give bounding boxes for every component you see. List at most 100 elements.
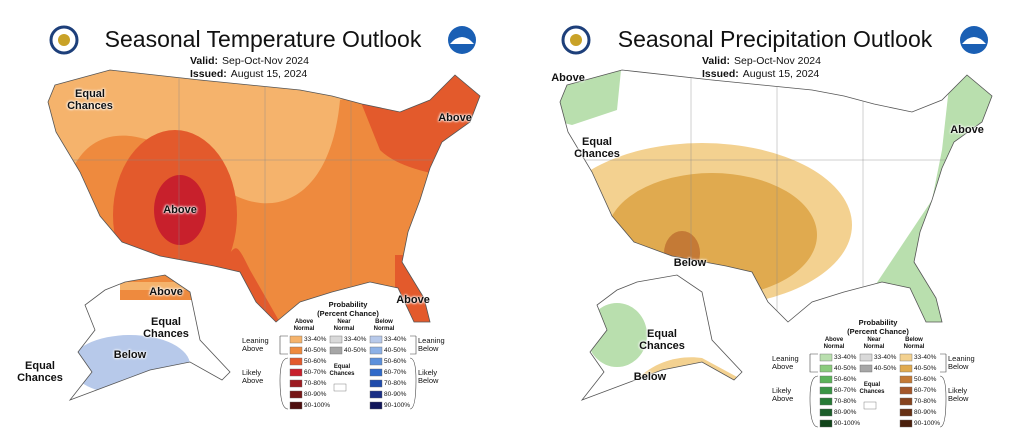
region-label: Equal Chances xyxy=(639,328,685,352)
legend-range: 33-40% xyxy=(344,336,367,343)
legend-swatch xyxy=(369,401,383,410)
commerce-logo-center xyxy=(58,34,70,46)
legend-range: 60-70% xyxy=(304,369,327,376)
above-60-70 xyxy=(154,175,206,245)
legend-range: 90-100% xyxy=(304,402,331,409)
above-50-60-fl xyxy=(395,255,440,322)
legend-likely-left: Likely Above xyxy=(772,386,794,403)
alaska-outline xyxy=(68,274,231,401)
legend-range: 60-70% xyxy=(384,369,407,376)
valid: Sep-Oct-Nov 2024 xyxy=(222,55,309,67)
legend-range: 90-100% xyxy=(834,420,861,427)
legend-swatch xyxy=(899,353,913,362)
above-ak-lean xyxy=(120,282,200,290)
legend-range: 33-40% xyxy=(914,354,937,361)
legend-range: 33-40% xyxy=(834,354,857,361)
alaska-outline xyxy=(580,274,743,401)
title: Seasonal Temperature Outlook xyxy=(104,26,422,52)
legend-leaning-right: Leaning Below xyxy=(418,336,445,353)
legend-swatch xyxy=(819,353,833,362)
legend-range: 33-40% xyxy=(874,354,897,361)
legend-range: 80-90% xyxy=(834,409,857,416)
legend-title: Probability xyxy=(858,318,898,327)
legend-range: 80-90% xyxy=(304,391,327,398)
legend-swatch xyxy=(899,419,913,428)
legend-swatch xyxy=(289,368,303,377)
legend-swatch xyxy=(289,390,303,399)
legend-column: Near Normal xyxy=(333,319,355,332)
region-label: Above xyxy=(149,286,183,298)
legend-leaning-left: Leaning Above xyxy=(242,336,269,353)
legend-swatch xyxy=(289,357,303,366)
legend-swatch xyxy=(859,353,873,362)
legend-range: 40-50% xyxy=(344,347,367,354)
legend-swatch xyxy=(369,379,383,388)
legend-column: Below Normal xyxy=(903,337,925,350)
legend-equal: Equal Chances xyxy=(859,382,885,395)
region-label: Above xyxy=(396,294,430,306)
legend-swatch xyxy=(289,401,303,410)
legend-bracket xyxy=(939,375,947,428)
legend-swatch xyxy=(289,346,303,355)
legend-bracket xyxy=(279,357,289,410)
legend-equal: Equal Chances xyxy=(329,364,355,377)
issued-label: Issued: xyxy=(190,68,227,80)
legend-title: Probability xyxy=(328,300,368,309)
legend-range: 40-50% xyxy=(834,365,857,372)
region-label: Above xyxy=(551,72,585,84)
region-label: Equal Chances xyxy=(17,360,63,384)
commerce-logo-center xyxy=(570,34,582,46)
legend-likely-right: Likely Below xyxy=(418,368,439,385)
legend-bracket xyxy=(809,375,819,428)
valid-label: Valid: xyxy=(190,55,219,67)
legend-range: 70-80% xyxy=(384,380,407,387)
legend-bracket xyxy=(940,353,947,373)
legend-range: 33-40% xyxy=(304,336,327,343)
issued-line: Issued: August 15, 2024 xyxy=(702,68,819,80)
legend-swatch xyxy=(369,346,383,355)
conus-outline xyxy=(559,69,993,323)
legend-column: Above Normal xyxy=(823,337,845,350)
legend-swatch xyxy=(369,368,383,377)
legend-subtitle: (Percent Chance) xyxy=(847,327,909,336)
legend-swatch xyxy=(899,364,913,373)
legend-column: Above Normal xyxy=(293,319,315,332)
region-label: Equal Chances xyxy=(67,88,113,112)
legend-swatch xyxy=(899,408,913,417)
legend-range: 80-90% xyxy=(384,391,407,398)
legend-swatch xyxy=(899,397,913,406)
legend-bracket xyxy=(809,353,818,373)
region-label: Below xyxy=(673,257,707,269)
legend-range: 50-60% xyxy=(914,376,937,383)
legend-swatch xyxy=(899,386,913,395)
legend-range: 50-60% xyxy=(384,358,407,365)
region-label: Below xyxy=(113,349,147,361)
region-label: Above xyxy=(438,112,472,124)
legend-swatch-equal xyxy=(863,401,877,410)
legend-swatch xyxy=(289,379,303,388)
legend-range: 40-50% xyxy=(384,347,407,354)
legend-swatch xyxy=(369,335,383,344)
legend-swatch xyxy=(899,375,913,384)
legend-swatch xyxy=(819,397,833,406)
legend-swatch xyxy=(819,364,833,373)
legend-column: Below Normal xyxy=(373,319,395,332)
legend-leaning-left: Leaning Above xyxy=(772,354,799,371)
legend-swatch xyxy=(819,386,833,395)
valid-label: Valid: xyxy=(702,55,731,67)
legend-range: 90-100% xyxy=(914,420,941,427)
region-label: Above xyxy=(163,204,197,216)
legend-range: 70-80% xyxy=(914,398,937,405)
issued: August 15, 2024 xyxy=(742,68,820,80)
legend-column: Near Normal xyxy=(863,337,885,350)
legend-range: 40-50% xyxy=(914,365,937,372)
legend-range: 60-70% xyxy=(834,387,857,394)
legend-range: 50-60% xyxy=(304,358,327,365)
region-label: Above xyxy=(950,124,984,136)
region-label: Below xyxy=(633,371,667,383)
noaa-logo-bird xyxy=(450,37,474,44)
legend-swatch xyxy=(859,364,873,373)
legend-swatch xyxy=(369,390,383,399)
legend-range: 50-60% xyxy=(834,376,857,383)
